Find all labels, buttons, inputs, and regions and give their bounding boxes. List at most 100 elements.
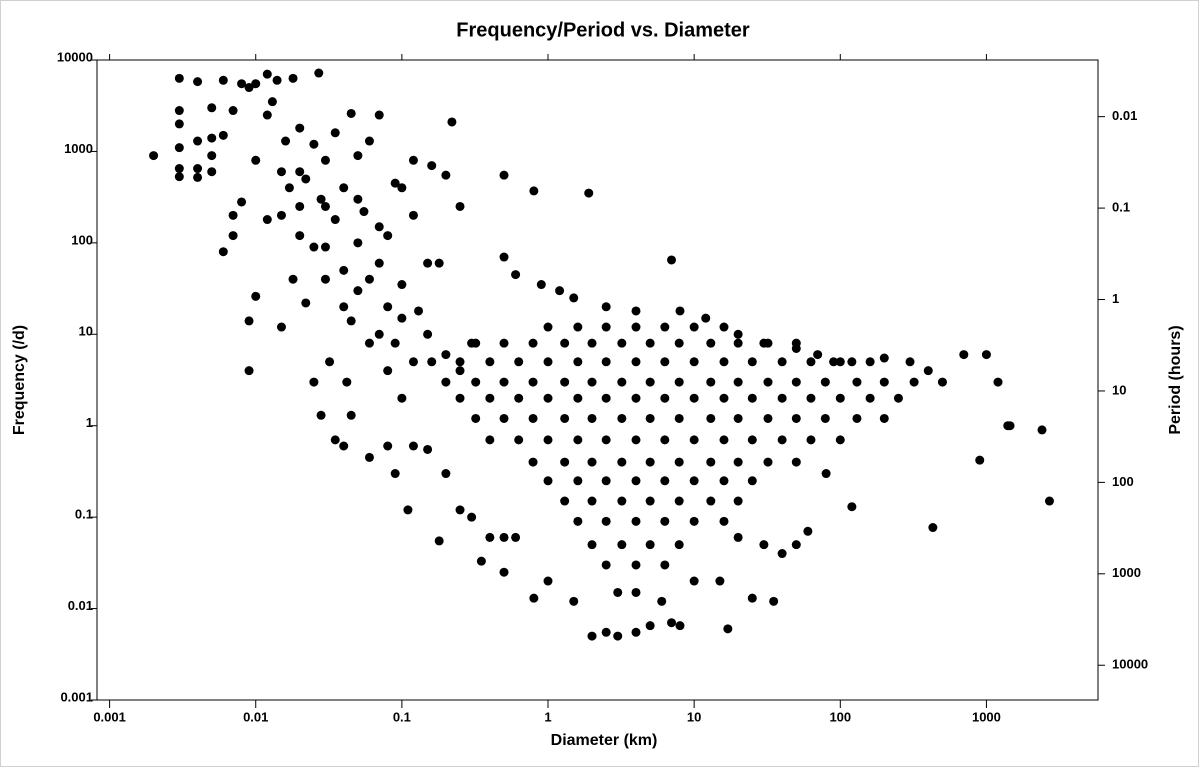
y2-tick-label: 0.1	[1112, 200, 1130, 215]
point	[543, 576, 553, 586]
point	[631, 306, 641, 316]
point	[560, 377, 570, 387]
point	[719, 516, 729, 526]
point	[993, 377, 1003, 387]
point	[276, 322, 286, 332]
point	[601, 516, 611, 526]
point	[719, 393, 729, 403]
y-axis-title: Frequency (/d)	[11, 325, 28, 435]
point	[631, 560, 641, 570]
point	[374, 258, 384, 268]
point	[218, 247, 228, 257]
point	[835, 357, 845, 367]
point	[806, 435, 816, 445]
y2-axis-title: Period (hours)	[1167, 325, 1184, 434]
point	[320, 242, 330, 252]
x-tick-label: 0.001	[93, 709, 126, 724]
point	[806, 357, 816, 367]
point	[820, 377, 830, 387]
point	[174, 143, 184, 153]
y2-tick-label: 1	[1112, 291, 1119, 306]
point	[560, 457, 570, 467]
point	[733, 329, 743, 339]
point	[660, 476, 670, 486]
point	[631, 587, 641, 597]
y-tick-label: 0.1	[75, 507, 93, 522]
point	[689, 393, 699, 403]
point	[316, 410, 326, 420]
point	[390, 469, 400, 479]
point	[228, 210, 238, 220]
point	[733, 413, 743, 423]
point	[747, 393, 757, 403]
point	[674, 457, 684, 467]
point	[847, 502, 857, 512]
point	[288, 274, 298, 284]
point	[587, 496, 597, 506]
point	[295, 231, 305, 241]
point	[353, 238, 363, 248]
point	[777, 549, 787, 559]
point	[769, 596, 779, 606]
point	[820, 413, 830, 423]
point	[689, 516, 699, 526]
point	[791, 540, 801, 550]
point	[499, 377, 509, 387]
point	[339, 183, 349, 193]
point	[408, 155, 418, 165]
point	[777, 393, 787, 403]
point	[821, 469, 831, 479]
point	[675, 621, 685, 631]
point	[485, 393, 495, 403]
point	[601, 627, 611, 637]
point	[645, 457, 655, 467]
point	[295, 123, 305, 133]
point	[763, 413, 773, 423]
point	[193, 172, 203, 182]
point	[207, 167, 217, 177]
y-tick-label: 1000	[64, 141, 93, 156]
point	[228, 106, 238, 116]
point	[383, 231, 393, 241]
point	[193, 164, 203, 174]
point	[835, 435, 845, 445]
point	[346, 108, 356, 118]
point	[353, 151, 363, 161]
point	[499, 252, 509, 262]
point	[427, 357, 437, 367]
point	[284, 183, 294, 193]
point	[276, 210, 286, 220]
point	[455, 505, 465, 515]
point	[674, 338, 684, 348]
point	[193, 136, 203, 146]
point	[325, 357, 335, 367]
point	[364, 452, 374, 462]
point	[835, 393, 845, 403]
x-axis-title: Diameter (km)	[551, 732, 658, 749]
point	[511, 270, 521, 280]
point	[706, 377, 716, 387]
y-tick-label: 1	[86, 415, 93, 430]
point	[514, 435, 524, 445]
point	[353, 194, 363, 204]
point	[262, 215, 272, 225]
point	[560, 413, 570, 423]
point	[923, 366, 933, 376]
point	[455, 393, 465, 403]
point	[441, 350, 451, 360]
point	[441, 377, 451, 387]
point	[601, 393, 611, 403]
point	[587, 631, 597, 641]
point	[353, 286, 363, 296]
point	[587, 413, 597, 423]
point	[645, 496, 655, 506]
point	[397, 280, 407, 290]
point	[689, 476, 699, 486]
point	[499, 413, 509, 423]
point	[309, 139, 319, 149]
chart-title: Frequency/Period vs. Diameter	[456, 19, 750, 41]
point	[295, 167, 305, 177]
point	[528, 338, 538, 348]
point	[434, 536, 444, 546]
